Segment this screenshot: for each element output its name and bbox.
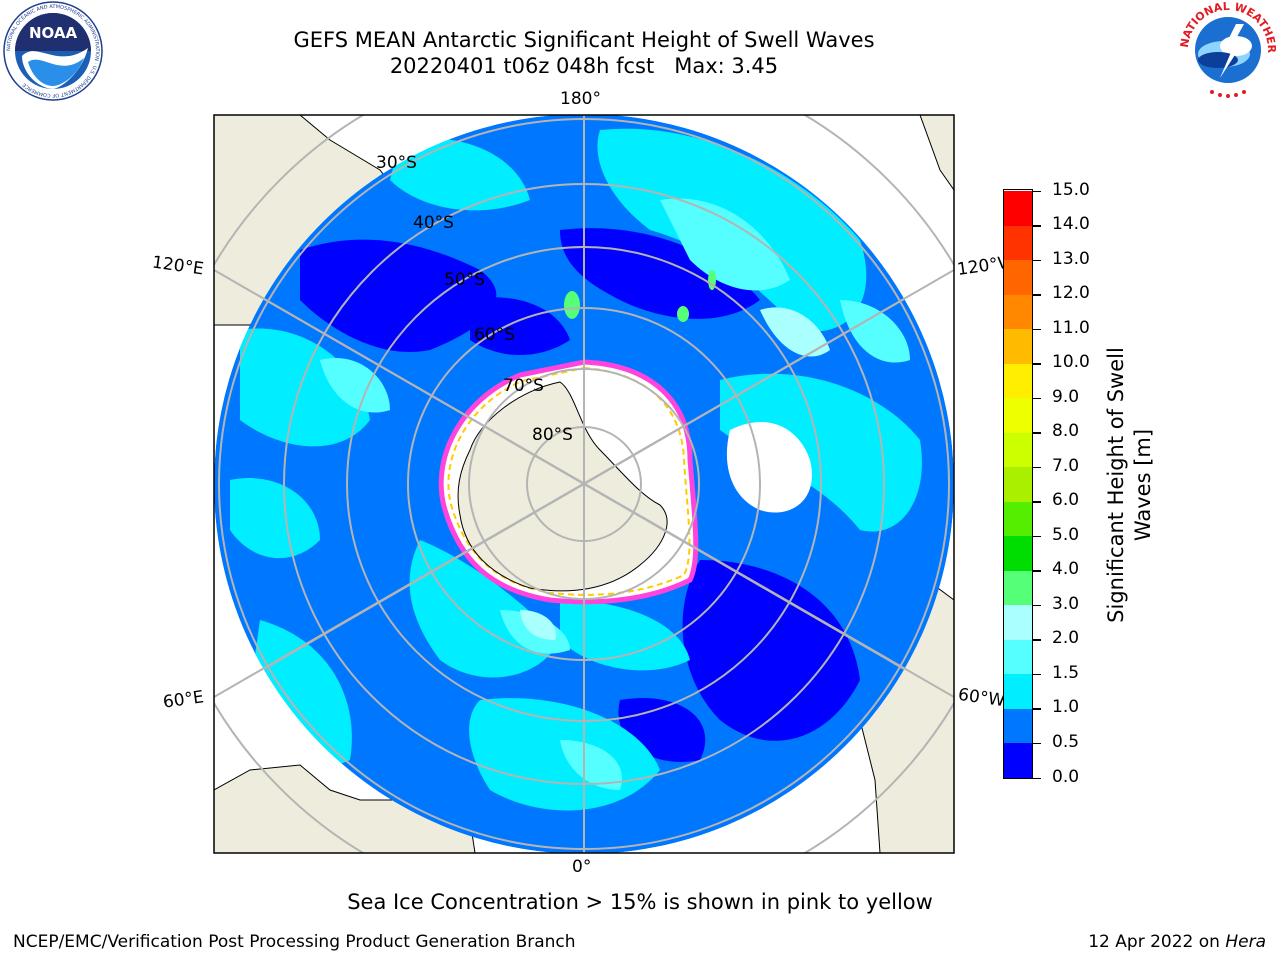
lat-label-70s: 70°S (503, 376, 544, 396)
lat-label-30s: 30°S (376, 153, 417, 173)
colorbar-tick-label: 6.0 (1052, 490, 1080, 511)
lat-label-50s: 50°S (444, 270, 485, 290)
chart-subtitle: 20220401 t06z 048h fcst Max: 3.45 (389, 54, 779, 78)
colorbar-tick-label: 2.0 (1052, 628, 1080, 649)
colorbar-tick (1033, 501, 1041, 503)
map-frame (213, 114, 955, 854)
colorbar-tick-label: 1.0 (1052, 697, 1080, 718)
colorbar-tick (1033, 466, 1041, 469)
nws-stars (1210, 90, 1246, 98)
lat-label-60s: 60°S (474, 325, 515, 345)
colorbar-tick-label: 1.5 (1052, 662, 1080, 683)
colorbar-tick-label: 10.0 (1052, 352, 1090, 373)
colorbar-segment (1004, 225, 1032, 261)
colorbar (1003, 189, 1033, 779)
colorbar-segment (1004, 259, 1032, 295)
colorbar-segment (1004, 535, 1032, 571)
colorbar-segment (1004, 708, 1032, 744)
lon-label-0: 0° (572, 857, 592, 877)
colorbar-segment (1004, 363, 1032, 399)
colorbar-tick (1033, 432, 1041, 434)
colorbar-tick (1033, 742, 1041, 745)
colorbar-segment (1004, 570, 1032, 606)
colorbar-segment (1004, 673, 1032, 709)
lon-label-180: 180° (560, 89, 601, 109)
lat-label-80s: 80°S (532, 425, 573, 445)
colorbar-tick (1033, 190, 1041, 192)
sea-ice-note: Sea Ice Concentration > 15% is shown in … (347, 890, 933, 914)
colorbar-tick (1033, 570, 1041, 572)
colorbar-tick-label: 15.0 (1052, 179, 1090, 200)
footer-date-text: 12 Apr 2022 on (1088, 932, 1226, 952)
colorbar-tick (1033, 673, 1041, 676)
noaa-logo-icon: NOAA NATIONAL OCEANIC AND ATMOSPHERIC AD… (3, 1, 103, 101)
colorbar-segment (1004, 328, 1032, 364)
chart-title: GEFS MEAN Antarctic Significant Height o… (293, 28, 875, 52)
colorbar-segment (1004, 432, 1032, 468)
colorbar-tick (1033, 363, 1041, 365)
colorbar-tick-label: 14.0 (1052, 214, 1090, 235)
colorbar-tick-label: 12.0 (1052, 283, 1090, 304)
antarctica-land (457, 381, 668, 592)
colorbar-tick-label: 3.0 (1052, 593, 1080, 614)
footer-credit: NCEP/EMC/Verification Post Processing Pr… (13, 932, 576, 952)
colorbar-segment (1004, 742, 1032, 778)
colorbar-tick (1033, 294, 1041, 296)
colorbar-tick (1033, 535, 1041, 538)
colorbar-tick (1033, 328, 1041, 331)
footer-host: Hera (1225, 932, 1266, 952)
colorbar-tick-label: 4.0 (1052, 559, 1080, 580)
colorbar-tick-label: 8.0 (1052, 421, 1080, 442)
colorbar-tick-label: 5.0 (1052, 524, 1080, 545)
colorbar-tick (1033, 397, 1041, 400)
colorbar-tick-label: 0.0 (1052, 766, 1080, 787)
colorbar-segment (1004, 501, 1032, 537)
colorbar-title: Significant Height of Swell Waves [m] (1104, 347, 1155, 623)
colorbar-tick (1033, 604, 1041, 607)
colorbar-tick-label: 9.0 (1052, 386, 1080, 407)
footer-date: 12 Apr 2022 on Hera (1088, 932, 1266, 952)
nws-logo-icon: NATIONAL WEATHER SERVICE (1178, 0, 1278, 98)
colorbar-segment (1004, 604, 1032, 640)
colorbar-tick (1033, 777, 1041, 779)
colorbar-tick-label: 0.5 (1052, 731, 1080, 752)
colorbar-tick (1033, 225, 1041, 227)
colorbar-tick (1033, 259, 1041, 262)
colorbar-tick (1033, 639, 1041, 641)
colorbar-tick-label: 7.0 (1052, 455, 1080, 476)
colorbar-segment (1004, 294, 1032, 330)
colorbar-segment (1004, 190, 1032, 226)
colorbar-segment (1004, 397, 1032, 433)
lat-label-40s: 40°S (413, 213, 454, 233)
colorbar-tick-label: 13.0 (1052, 248, 1090, 269)
colorbar-segment (1004, 639, 1032, 675)
colorbar-tick (1033, 708, 1041, 710)
colorbar-segment (1004, 466, 1032, 502)
noaa-wordmark: NOAA (29, 24, 78, 42)
colorbar-tick-label: 11.0 (1052, 317, 1090, 338)
